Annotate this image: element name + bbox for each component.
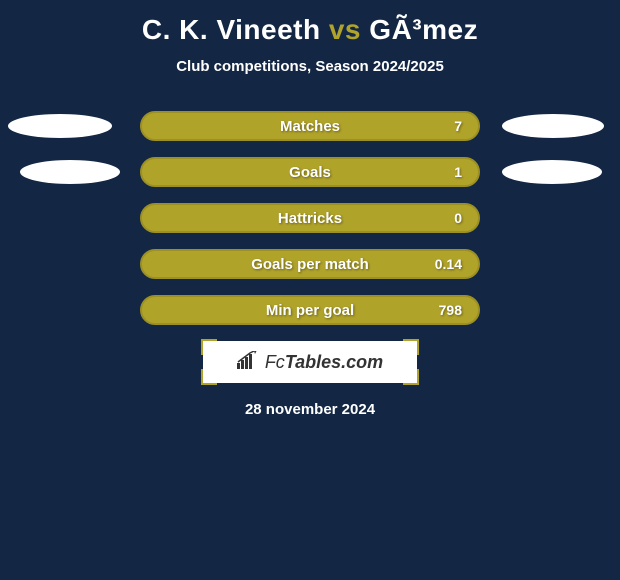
corner-icon: [201, 369, 217, 385]
stat-value: 798: [439, 302, 462, 318]
logo-suffix: .com: [341, 352, 383, 373]
logo-fc: Fc: [265, 352, 285, 373]
stat-label: Min per goal: [266, 302, 354, 319]
title-vs: vs: [329, 14, 361, 45]
page-title: C. K. Vineeth vs GÃ³mez: [0, 8, 620, 58]
stat-row-hattricks: Hattricks 0: [0, 203, 620, 233]
logo-text: FcTables.com: [237, 351, 383, 374]
stat-row-mpg: Min per goal 798: [0, 295, 620, 325]
stat-row-matches: Matches 7: [0, 111, 620, 141]
ellipse-right-icon: [502, 160, 602, 184]
stats-area: Matches 7 Goals 1 Hattricks 0: [0, 111, 620, 325]
stat-row-gpm: Goals per match 0.14: [0, 249, 620, 279]
date-text: 28 november 2024: [0, 401, 620, 418]
player1-name: C. K. Vineeth: [142, 14, 321, 45]
comparison-container: C. K. Vineeth vs GÃ³mez Club competition…: [0, 0, 620, 418]
ellipse-left-icon: [20, 160, 120, 184]
bar-wrap: Min per goal 798: [140, 295, 480, 325]
ellipse-left-icon: [8, 114, 112, 138]
bar-wrap: Matches 7: [140, 111, 480, 141]
ellipse-right-icon: [502, 114, 604, 138]
logo-box[interactable]: FcTables.com: [203, 341, 417, 383]
bar-wrap: Goals 1: [140, 157, 480, 187]
bar-bg: Hattricks 0: [140, 203, 480, 233]
bar-wrap: Goals per match 0.14: [140, 249, 480, 279]
stat-label: Goals per match: [251, 256, 369, 273]
corner-icon: [201, 339, 217, 355]
stat-value: 7: [454, 118, 462, 134]
corner-icon: [403, 339, 419, 355]
logo-tables: Tables: [285, 352, 341, 373]
bar-bg: Goals per match 0.14: [140, 249, 480, 279]
bar-bg: Min per goal 798: [140, 295, 480, 325]
chart-icon: [237, 351, 259, 374]
stat-value: 1: [454, 164, 462, 180]
corner-icon: [403, 369, 419, 385]
stat-label: Matches: [280, 118, 340, 135]
bar-wrap: Hattricks 0: [140, 203, 480, 233]
stat-label: Goals: [289, 164, 331, 181]
stat-label: Hattricks: [278, 210, 342, 227]
stat-row-goals: Goals 1: [0, 157, 620, 187]
stat-value: 0: [454, 210, 462, 226]
bar-bg: Goals 1: [140, 157, 480, 187]
stat-value: 0.14: [435, 256, 462, 272]
bar-bg: Matches 7: [140, 111, 480, 141]
player2-name: GÃ³mez: [369, 14, 478, 45]
subtitle: Club competitions, Season 2024/2025: [0, 58, 620, 75]
